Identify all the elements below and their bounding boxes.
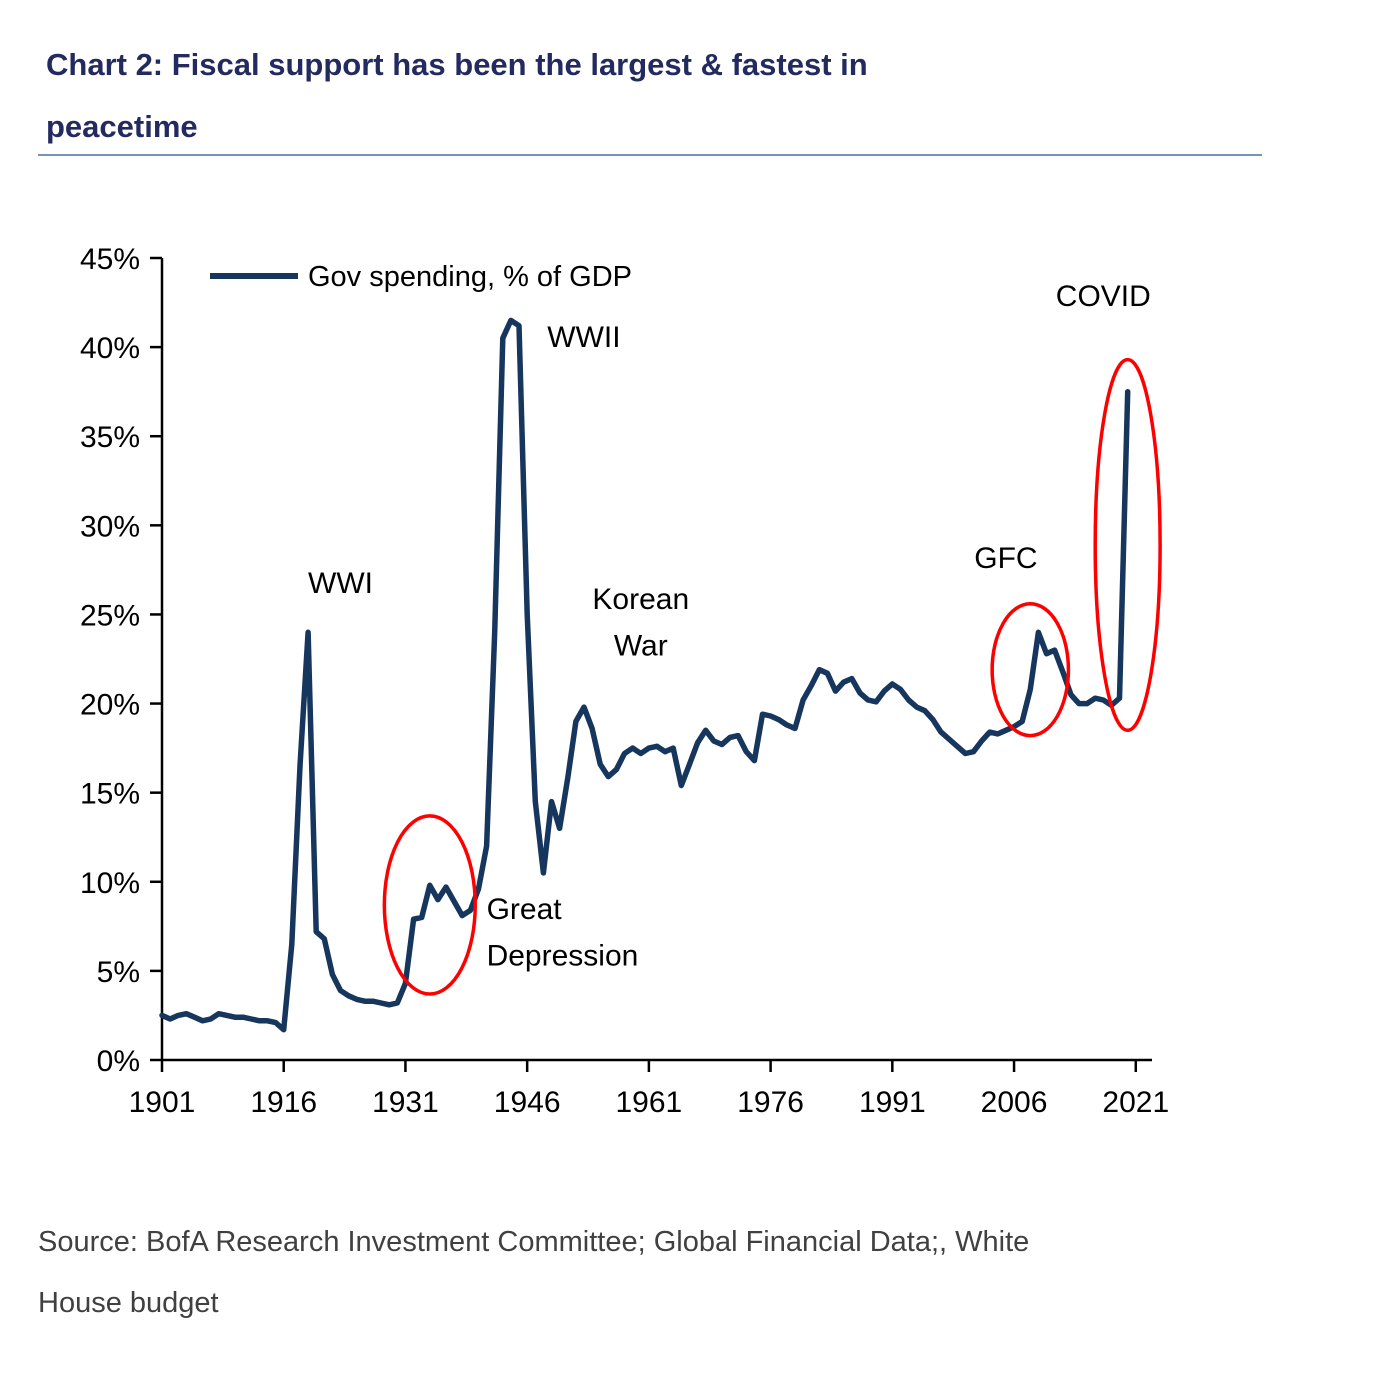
great-depression-label: Depression — [487, 940, 639, 973]
y-tick-label: 40% — [80, 332, 140, 365]
gov-spending-line-chart: 0% 5% 10% 15% 20% 25% 30% 35% 40% 45% 1901 1916 1931… — [80, 243, 1169, 1119]
y-tick-label: 15% — [80, 778, 140, 811]
x-tick-label: 1931 — [372, 1086, 439, 1119]
y-tick-label: 20% — [80, 689, 140, 722]
great-depression-circle — [382, 814, 477, 996]
covid-circle — [1093, 357, 1162, 733]
covid-label: COVID — [1056, 280, 1151, 313]
x-tick-label: 1916 — [250, 1086, 317, 1119]
great-depression-label: Great — [487, 893, 563, 926]
chart-title-line1: Chart 2: Fiscal support has been the lar… — [46, 47, 868, 82]
y-tick-label: 45% — [80, 243, 140, 276]
x-tick-label: 2006 — [981, 1086, 1048, 1119]
y-tick-label: 10% — [80, 867, 140, 900]
x-tick-label: 1901 — [129, 1086, 196, 1119]
x-tick-label: 1961 — [616, 1086, 683, 1119]
y-tick-label: 0% — [97, 1045, 140, 1078]
x-tick-label: 1976 — [737, 1086, 804, 1119]
y-tick-label: 5% — [97, 956, 140, 989]
x-tick-label: 1991 — [859, 1086, 926, 1119]
chart-title-line2: peacetime — [46, 109, 198, 144]
wwii-label: WWII — [547, 321, 620, 354]
x-tick-label: 2021 — [1102, 1086, 1169, 1119]
title-divider — [38, 154, 1262, 156]
chart-title: Chart 2: Fiscal support has been the lar… — [46, 34, 1286, 158]
source-note: Source: BofA Research Investment Committ… — [38, 1212, 1318, 1334]
y-tick-label: 35% — [80, 421, 140, 454]
korean-war-label: Korean — [592, 583, 689, 616]
y-tick-label: 25% — [80, 599, 140, 632]
gfc-label: GFC — [974, 542, 1037, 575]
gov-spending-line — [159, 317, 1131, 1033]
x-tick-label: 1946 — [494, 1086, 561, 1119]
gfc-circle — [990, 602, 1071, 738]
source-note-line2: House budget — [38, 1287, 219, 1319]
legend-label: Gov spending, % of GDP — [308, 261, 632, 293]
korean-war-label: War — [614, 629, 668, 662]
source-note-line1: Source: BofA Research Investment Committ… — [38, 1226, 1030, 1258]
wwi-label: WWI — [308, 567, 373, 600]
y-tick-label: 30% — [80, 510, 140, 543]
